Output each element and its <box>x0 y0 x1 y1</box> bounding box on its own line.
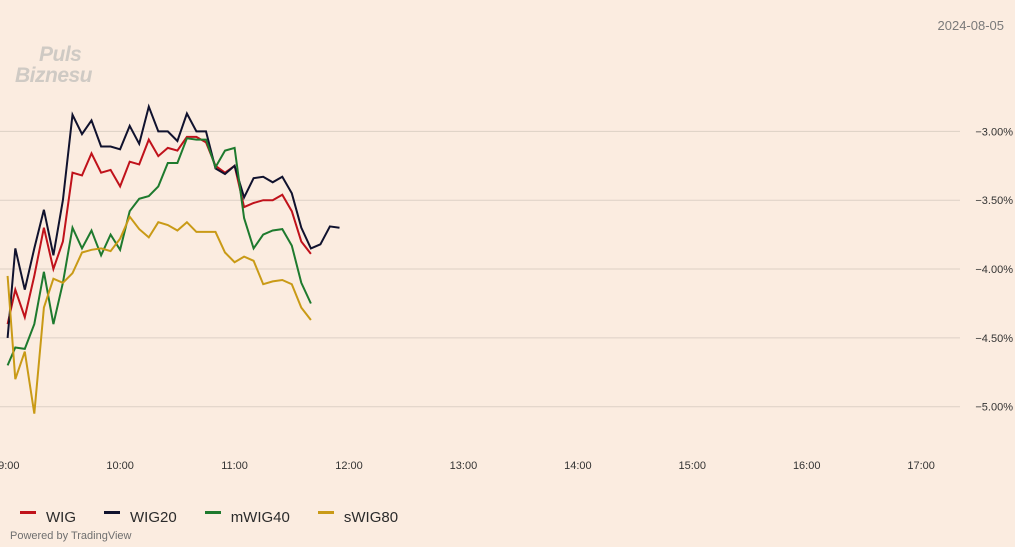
logo-line-1: Puls <box>39 43 82 66</box>
legend-label: WIG <box>46 509 76 526</box>
x-tick-label: 09:00 <box>0 460 19 472</box>
legend-item-mwig40[interactable]: mWIG40 <box>204 509 290 526</box>
legend-swatch <box>104 511 120 514</box>
x-tick-label: 15:00 <box>679 460 707 472</box>
y-tick-label: −4.50% <box>975 333 1013 345</box>
x-tick-label: 16:00 <box>793 460 821 472</box>
legend-item-wig[interactable]: WIG <box>20 509 76 526</box>
legend-swatch <box>317 511 334 514</box>
x-tick-label: 13:00 <box>450 460 478 472</box>
series-line-mwig40[interactable] <box>6 137 312 366</box>
grid-lines <box>0 130 960 408</box>
chart-date: 2024-08-05 <box>937 18 1005 33</box>
legend-label: WIG20 <box>130 509 177 526</box>
series-line-swig80[interactable] <box>6 214 312 414</box>
legend-item-swig80[interactable]: sWIG80 <box>317 509 399 526</box>
legend-item-wig20[interactable]: WIG20 <box>104 509 177 526</box>
x-tick-label: 12:00 <box>335 460 363 472</box>
y-tick-label: −4.00% <box>975 264 1013 276</box>
x-tick-label: 11:00 <box>221 460 248 472</box>
powered-by-tradingview[interactable]: Powered by TradingView <box>10 530 132 542</box>
x-axis-labels: 09:00 10:00 11:00 12:00 13:00 14:00 15:00 16:00… <box>0 460 935 472</box>
y-axis-labels: −3.00% −3.50% −4.00% −4.50% −5.00% <box>975 126 1013 413</box>
logo-line-2: Biznesu <box>15 64 93 87</box>
puls-biznesu-logo: Puls Biznesu <box>15 44 115 86</box>
x-tick-label: 10:00 <box>106 460 134 472</box>
legend-swatch <box>20 511 36 514</box>
series-line-wig[interactable] <box>6 135 312 325</box>
series-lines <box>6 103 340 414</box>
x-tick-label: 14:00 <box>564 460 592 472</box>
legend-label: sWIG80 <box>343 509 399 526</box>
x-tick-label: 17:00 <box>907 460 935 472</box>
legend-swatch <box>204 511 221 514</box>
series-line-wig20[interactable] <box>6 103 340 338</box>
legend-label: mWIG40 <box>230 509 290 526</box>
y-tick-label: −3.00% <box>975 126 1013 138</box>
y-tick-label: −5.00% <box>975 402 1013 414</box>
chart-legend: WIG WIG20 mWIG40 sWIG80 <box>20 509 426 526</box>
y-tick-label: −3.50% <box>975 195 1013 207</box>
